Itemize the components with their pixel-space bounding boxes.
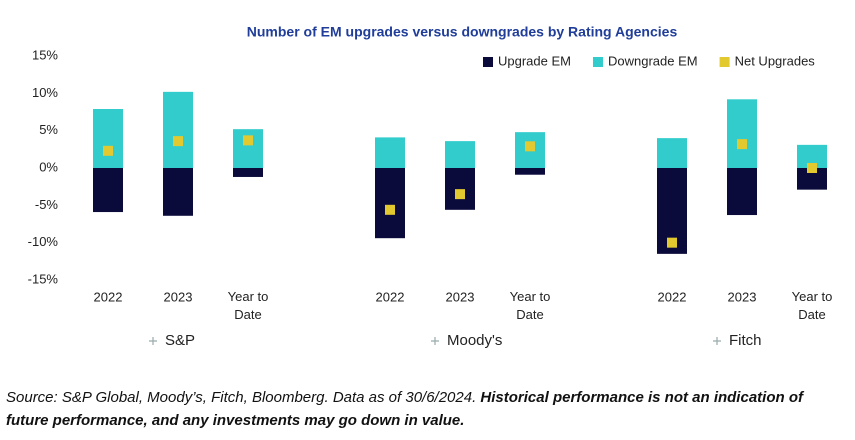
group-marker [713, 337, 721, 345]
bar [727, 168, 757, 216]
point [667, 237, 677, 248]
bar [657, 138, 687, 168]
bar [445, 141, 475, 168]
point [455, 189, 465, 200]
bar [233, 129, 263, 168]
bar [93, 109, 123, 168]
y-tick-label: -15% [28, 271, 59, 286]
x-tick-label: Year to Date [510, 289, 551, 322]
bar [163, 91, 193, 168]
y-tick-label: 5% [39, 122, 58, 137]
legend-label: Net Upgrades [735, 53, 816, 68]
point [385, 204, 395, 215]
bar [515, 168, 545, 175]
point [103, 145, 113, 156]
legend-swatch [719, 57, 730, 67]
group-label: Moody's [447, 332, 502, 349]
y-tick-label: -10% [28, 234, 59, 249]
x-tick-label: 2023 [728, 289, 757, 304]
x-tick-label: 2023 [164, 289, 193, 304]
point [173, 136, 183, 147]
y-tick-label: 10% [32, 85, 58, 100]
footnote-disclaimer: Historical performance is not an indicat… [6, 389, 803, 429]
bar [375, 168, 405, 239]
x-tick-label: Year to Date [228, 289, 269, 322]
y-tick-label: 0% [39, 159, 58, 174]
group-marker [149, 337, 157, 345]
point [525, 141, 535, 152]
bar [93, 168, 123, 213]
point [807, 163, 817, 173]
legend-label: Upgrade EM [498, 53, 571, 68]
bar [375, 137, 405, 168]
chart: Number of EM upgrades versus downgrades … [28, 24, 833, 349]
footnote-source: Source: S&P Global, Moody’s, Fitch, Bloo… [6, 389, 481, 406]
legend-swatch [592, 57, 603, 67]
bar [727, 99, 757, 168]
footnote: Source: S&P Global, Moody’s, Fitch, Bloo… [6, 386, 836, 432]
point [737, 139, 747, 150]
legend-label: Downgrade EM [608, 53, 698, 68]
point [243, 135, 253, 146]
legend-swatch [483, 57, 493, 67]
x-tick-label: 2022 [94, 289, 123, 304]
y-tick-label: 15% [32, 47, 58, 62]
y-tick-label: -5% [35, 197, 59, 212]
group-label: Fitch [729, 332, 762, 349]
group-marker [431, 337, 439, 345]
bar [233, 168, 263, 177]
group-label: S&P [165, 332, 195, 349]
bar [445, 168, 475, 210]
x-tick-label: 2023 [446, 289, 475, 304]
bar [797, 168, 827, 190]
chart-title: Number of EM upgrades versus downgrades … [247, 24, 678, 40]
x-tick-label: 2022 [658, 289, 687, 304]
x-tick-label: Year to Date [792, 289, 833, 322]
bar [163, 168, 193, 216]
bar [797, 144, 827, 168]
x-tick-label: 2022 [376, 289, 405, 304]
